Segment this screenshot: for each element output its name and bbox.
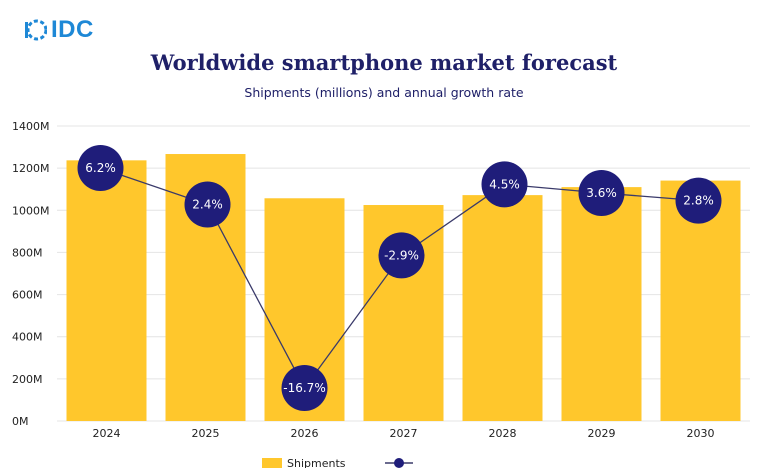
y-tick-label: 800M bbox=[12, 246, 43, 259]
y-tick-label: 1000M bbox=[12, 204, 50, 217]
growth-marker-2029 bbox=[578, 169, 625, 216]
x-tick-label: 2028 bbox=[489, 427, 517, 440]
growth-marker-2025 bbox=[184, 181, 231, 228]
bar-series bbox=[66, 154, 741, 421]
idc-logo: IDC bbox=[25, 16, 94, 44]
growth-data-label: -16.7% bbox=[283, 381, 325, 395]
y-axis: 0M 200M 400M 600M 800M 1000M 1200M 1400M bbox=[12, 120, 50, 428]
chart-subtitle: Shipments (millions) and annual growth r… bbox=[244, 85, 524, 100]
y-tick-label: 600M bbox=[12, 289, 43, 302]
growth-marker-2030 bbox=[675, 177, 722, 224]
legend-swatch-shipments bbox=[262, 458, 282, 468]
y-tick-label: 1400M bbox=[12, 120, 50, 133]
bar-shipments-2028 bbox=[462, 195, 543, 421]
growth-data-label: 2.8% bbox=[683, 194, 714, 208]
x-tick-label: 2026 bbox=[291, 427, 319, 440]
y-tick-label: 200M bbox=[12, 373, 43, 386]
x-tick-label: 2027 bbox=[390, 427, 418, 440]
growth-marker-2024 bbox=[77, 145, 124, 191]
y-tick-label: 1200M bbox=[12, 162, 50, 175]
x-tick-label: 2029 bbox=[588, 427, 616, 440]
growth-data-label: 6.2% bbox=[85, 161, 116, 175]
growth-marker-2027 bbox=[378, 232, 425, 279]
x-tick-label: 2025 bbox=[192, 427, 220, 440]
x-tick-label: 2030 bbox=[687, 427, 715, 440]
legend-marker-growth bbox=[394, 458, 404, 468]
logo-text: IDC bbox=[51, 16, 94, 43]
chart-title: Worldwide smartphone market forecast bbox=[150, 50, 618, 75]
growth-data-label: 4.5% bbox=[489, 177, 520, 191]
growth-marker-2028 bbox=[481, 161, 528, 208]
legend: Shipments bbox=[262, 457, 413, 468]
growth-marker-2026 bbox=[281, 365, 328, 411]
growth-line-series: 6.2% 2.4% -16.7% -2.9% 4.5% 3.6% 2.8% bbox=[77, 145, 722, 411]
legend-label-shipments: Shipments bbox=[287, 457, 346, 468]
bar-shipments-2024 bbox=[66, 160, 147, 421]
x-axis: 2024 2025 2026 2027 2028 2029 2030 bbox=[93, 427, 715, 440]
idc-logo-mark-icon bbox=[25, 19, 47, 41]
growth-data-label: 3.6% bbox=[586, 186, 617, 200]
growth-data-label: -2.9% bbox=[384, 248, 419, 262]
bar-shipments-2029 bbox=[561, 187, 642, 421]
y-tick-label: 400M bbox=[12, 331, 43, 344]
x-tick-label: 2024 bbox=[93, 427, 121, 440]
y-tick-label: 0M bbox=[12, 415, 29, 428]
growth-data-label: 2.4% bbox=[192, 198, 223, 212]
